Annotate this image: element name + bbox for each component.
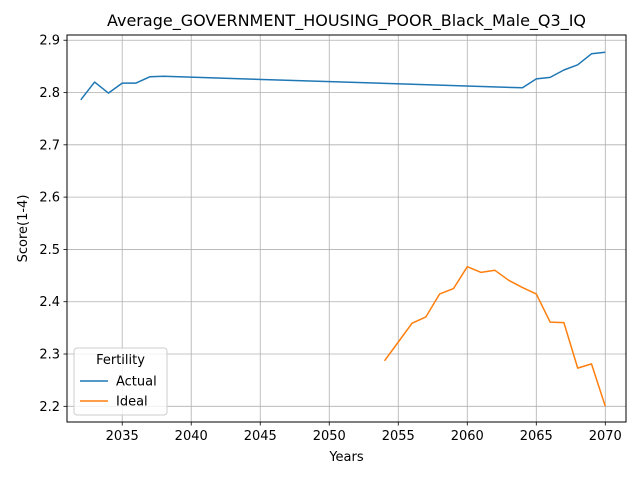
y-tick-label: 2.2 xyxy=(39,400,60,415)
series-lines xyxy=(80,51,607,407)
x-tick-label: 2050 xyxy=(313,429,346,444)
x-tick-label: 2040 xyxy=(175,429,208,444)
x-tick-label: 2070 xyxy=(589,429,622,444)
legend: Fertility Actual Ideal xyxy=(73,347,168,416)
y-tick-label: 2.6 xyxy=(39,191,60,206)
plot-frame xyxy=(66,34,627,423)
legend-label-ideal: Ideal xyxy=(116,395,148,410)
y-tick-label: 2.8 xyxy=(39,86,60,101)
y-axis-label: Score(1-4) xyxy=(16,195,31,263)
x-tick-label: 2035 xyxy=(106,429,139,444)
legend-items: Actual Ideal xyxy=(80,375,157,410)
y-tick-label: 2.7 xyxy=(39,138,60,153)
x-tick-label: 2060 xyxy=(451,429,484,444)
x-tick-label: 2065 xyxy=(520,429,553,444)
y-tick-label: 2.5 xyxy=(39,243,60,258)
x-axis-label: Years xyxy=(328,450,364,465)
y-tick-label: 2.3 xyxy=(39,348,60,363)
x-tick-label: 2045 xyxy=(244,429,277,444)
series-line-actual xyxy=(80,51,606,101)
y-tick-label: 2.9 xyxy=(39,34,60,49)
y-tick-label: 2.4 xyxy=(39,295,60,310)
chart-title: Average_GOVERNMENT_HOUSING_POOR_Black_Ma… xyxy=(107,11,586,31)
legend-label-actual: Actual xyxy=(116,375,157,390)
x-tick-label: 2055 xyxy=(382,429,415,444)
series-line-ideal xyxy=(383,265,607,407)
legend-title: Fertility xyxy=(96,353,145,368)
legend-box xyxy=(73,347,168,416)
axis-ticks: 2035 2040 2045 2050 2055 2060 2065 2070 2.2 2.3 2.… xyxy=(39,34,622,444)
